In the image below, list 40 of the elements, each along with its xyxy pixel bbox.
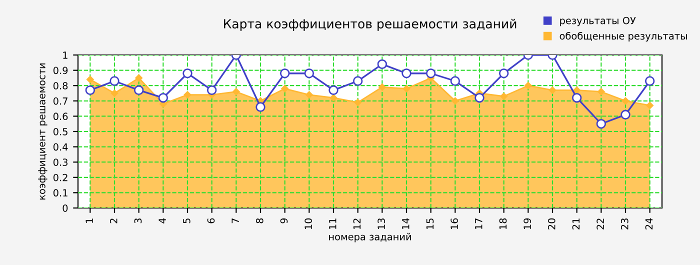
x-tick-label: 13 bbox=[378, 218, 385, 230]
x-tick-label: 3 bbox=[134, 218, 142, 224]
x-tick-label: 23 bbox=[620, 218, 628, 230]
x-tick-label: 12 bbox=[353, 218, 361, 230]
y-tick-label: 1 bbox=[63, 52, 68, 59]
legend-label: обобщенные результаты bbox=[560, 32, 687, 42]
x-tick-label: 22 bbox=[596, 218, 604, 230]
x-tick-label: 4 bbox=[158, 218, 166, 224]
y-tick-label: 0 bbox=[62, 204, 68, 212]
x-tick-label: 21 bbox=[572, 218, 580, 230]
chart-title: Карта коэффициентов решаемости заданий bbox=[224, 18, 516, 31]
y-tick-label: 0.3 bbox=[53, 158, 68, 166]
y-tick-label: 0.2 bbox=[53, 174, 68, 182]
x-tick-label: 17 bbox=[475, 218, 482, 230]
x-tick-label: 19 bbox=[524, 218, 531, 230]
y-tick-label: 0.7 bbox=[53, 97, 68, 105]
x-tick-label: 7 bbox=[232, 218, 239, 224]
x-tick-label: 16 bbox=[450, 218, 458, 230]
y-tick-label: 0.1 bbox=[53, 189, 68, 197]
y-tick-label: 0.6 bbox=[53, 112, 68, 120]
x-axis-title: номера заданий bbox=[329, 232, 411, 242]
y-tick-label: 0.5 bbox=[53, 128, 68, 136]
x-tick-label: 18 bbox=[499, 218, 507, 230]
x-tick-label: 24 bbox=[645, 218, 653, 230]
y-axis-title: коэффициент решаемости bbox=[38, 64, 48, 200]
x-tick-label: 6 bbox=[207, 218, 215, 224]
x-tick-label: 5 bbox=[183, 218, 190, 224]
y-tick-label: 0.4 bbox=[53, 143, 68, 151]
x-tick-label: 10 bbox=[304, 218, 312, 230]
x-tick-label: 11 bbox=[329, 218, 336, 230]
x-tick-label: 2 bbox=[110, 218, 118, 224]
legend-label: результаты ОУ bbox=[560, 16, 636, 26]
y-tick-label: 0.9 bbox=[53, 66, 68, 74]
x-tick-label: 1 bbox=[86, 218, 93, 223]
x-tick-label: 20 bbox=[548, 218, 556, 230]
x-tick-label: 8 bbox=[256, 218, 264, 224]
x-tick-label: 15 bbox=[426, 218, 434, 230]
x-tick-label: 9 bbox=[280, 218, 288, 224]
x-tick-label: 14 bbox=[402, 218, 410, 230]
y-tick-label: 0.8 bbox=[53, 82, 68, 90]
